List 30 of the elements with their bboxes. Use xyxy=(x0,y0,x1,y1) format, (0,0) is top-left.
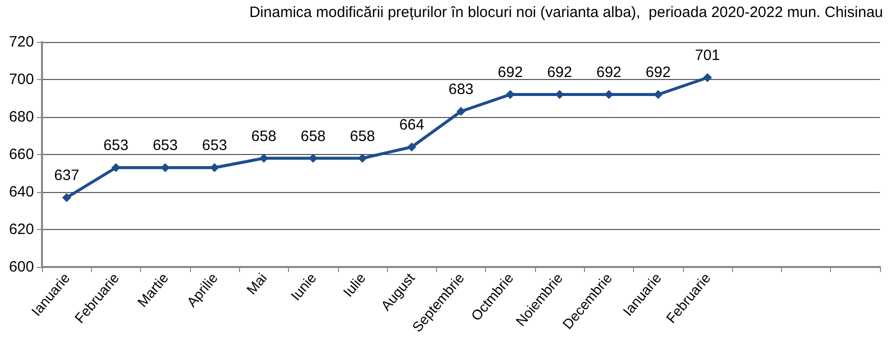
data-label: 692 xyxy=(646,64,671,81)
data-label: 637 xyxy=(54,167,80,184)
data-label: 653 xyxy=(202,137,228,154)
point xyxy=(702,73,712,82)
point xyxy=(111,163,120,172)
data-label: 692 xyxy=(547,64,572,81)
y-tick-label: 620 xyxy=(8,221,34,238)
data-label: 692 xyxy=(596,64,622,81)
x-tick-label: Mai xyxy=(243,270,270,298)
y-tick-label: 640 xyxy=(8,184,34,200)
data-label: 658 xyxy=(251,128,276,145)
point xyxy=(210,163,220,172)
data-label: 683 xyxy=(448,80,474,98)
data-label: 653 xyxy=(152,137,178,154)
data-label: 653 xyxy=(103,137,128,154)
y-tick-label: 720 xyxy=(8,34,34,50)
chart-title: Dinamica modificării prețurilor în blocuri noi (varianta alba), perioada 2020-2022 mun. Chisinau xyxy=(249,4,883,21)
data-label: 692 xyxy=(498,64,523,81)
y-tick-label: 660 xyxy=(8,146,34,163)
y-tick-label: 700 xyxy=(8,71,34,88)
data-label: 701 xyxy=(694,47,720,64)
point xyxy=(407,142,416,152)
point xyxy=(456,106,466,116)
x-tick-label: Iulie xyxy=(340,270,369,300)
data-label: 664 xyxy=(399,116,424,134)
data-label: 658 xyxy=(300,128,326,145)
data-label: 658 xyxy=(350,128,375,145)
y-tick-label: 680 xyxy=(8,108,34,126)
point xyxy=(62,193,72,202)
y-tick-label: 600 xyxy=(8,258,34,276)
